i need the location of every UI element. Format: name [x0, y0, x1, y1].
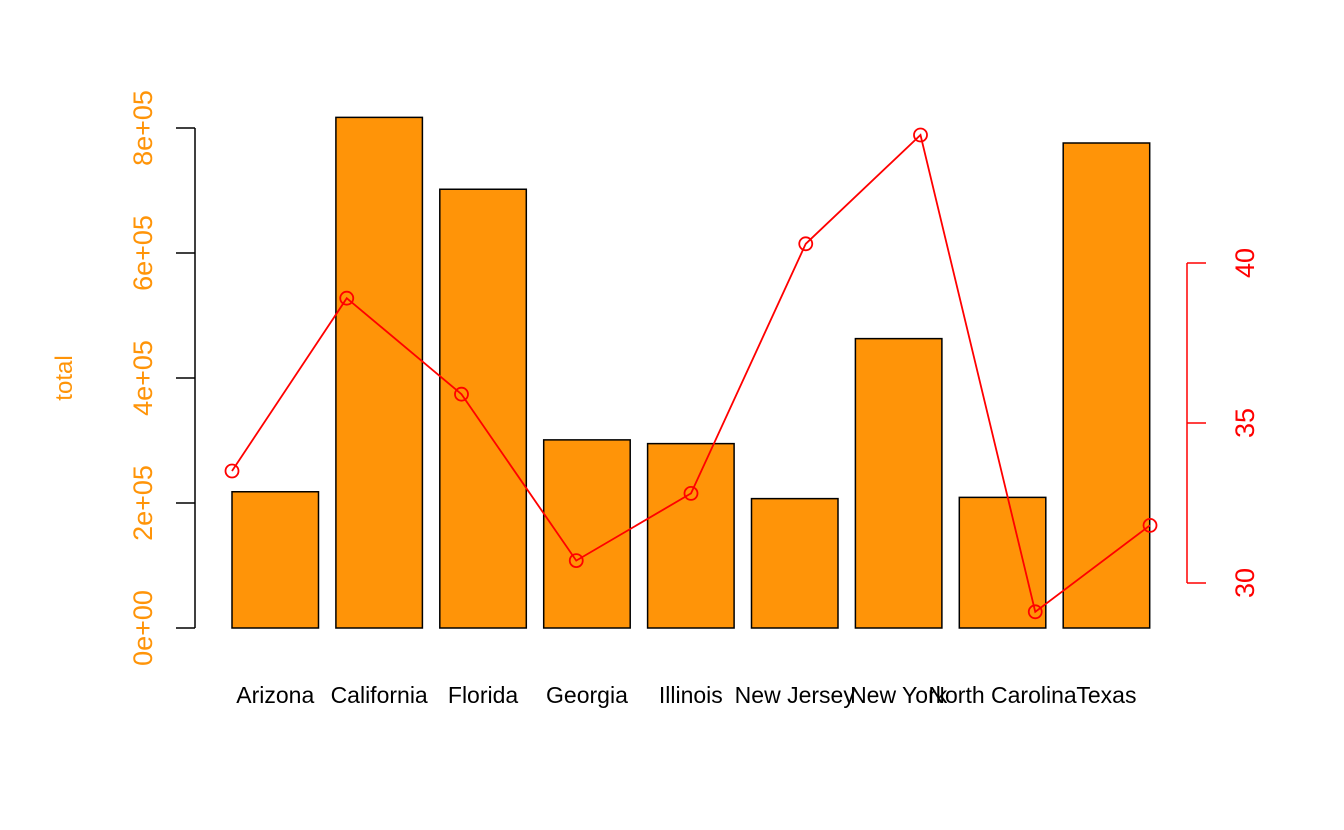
bar-california — [335, 116, 424, 629]
bar-illinois — [646, 442, 735, 629]
bar-georgia — [542, 439, 631, 629]
category-label: California — [331, 682, 428, 708]
line-series-path — [231, 133, 1151, 614]
left-tick-label: 4e+05 — [128, 340, 158, 416]
category-label: Texas — [1076, 682, 1136, 708]
line-point-new-york — [913, 127, 928, 143]
bar-texas — [1062, 142, 1151, 629]
line-point-california — [339, 290, 355, 306]
left-axis: 0e+00 2e+05 4e+05 6e+05 8e+05 — [128, 90, 196, 666]
right-axis: 30 35 40 — [1186, 248, 1260, 598]
left-tick-label: 8e+05 — [128, 90, 158, 166]
line-point-texas — [1142, 518, 1158, 533]
category-label: Georgia — [546, 682, 628, 708]
left-tick-label: 6e+05 — [128, 215, 158, 291]
category-label: Arizona — [236, 682, 314, 708]
bar-florida — [439, 188, 528, 629]
right-tick-label: 35 — [1230, 408, 1260, 438]
category-label: Florida — [448, 682, 519, 708]
left-tick-label: 0e+00 — [128, 590, 158, 666]
right-tick-label: 40 — [1230, 248, 1260, 278]
line-point-illinois — [683, 485, 699, 501]
category-label: North Carolina — [928, 682, 1076, 708]
bars-group — [231, 116, 1151, 629]
category-labels: Arizona California Florida Georgia Illinois N… — [236, 682, 1136, 708]
left-tick-label: 2e+05 — [128, 465, 158, 541]
bar-new-york — [854, 337, 943, 629]
bar-new-jersey — [750, 497, 839, 629]
category-label: New Jersey — [735, 682, 856, 708]
line-point-new-jersey — [798, 236, 814, 252]
right-tick-label: 30 — [1230, 568, 1260, 598]
line-series-group — [224, 127, 1158, 620]
line-point-florida — [454, 386, 469, 402]
line-point-arizona — [224, 463, 240, 479]
category-label: New York — [850, 682, 948, 708]
category-label: Illinois — [659, 682, 723, 708]
line-point-georgia — [568, 553, 584, 568]
y-axis-title: total — [51, 355, 78, 400]
bar-arizona — [231, 491, 320, 629]
line-point-north-carolina — [1027, 604, 1043, 620]
